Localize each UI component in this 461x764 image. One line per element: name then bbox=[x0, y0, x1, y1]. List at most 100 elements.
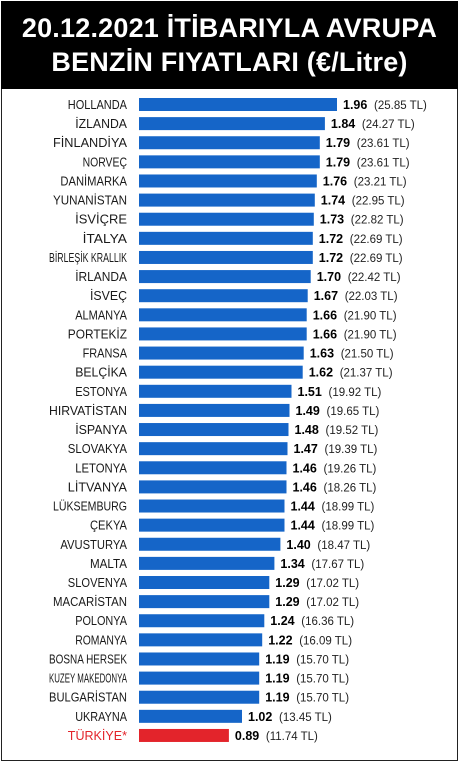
value-label: 1.66 bbox=[313, 327, 337, 341]
bar bbox=[139, 423, 289, 437]
country-label: BOSNA HERSEK bbox=[49, 652, 128, 666]
bar bbox=[139, 576, 270, 589]
tl-label: (13.45 TL) bbox=[279, 712, 332, 724]
tl-label: (21.50 TL) bbox=[341, 349, 394, 361]
tl-label: (24.27 TL) bbox=[362, 119, 415, 131]
country-label: UKRAYNA bbox=[75, 710, 127, 724]
country-label: İRLANDA bbox=[75, 270, 127, 284]
value-label: 0.89 bbox=[235, 729, 259, 743]
bar bbox=[139, 671, 260, 685]
tl-label: (19.92 TL) bbox=[329, 387, 382, 399]
country-label: NORVEÇ bbox=[83, 155, 127, 169]
value-label: 1.49 bbox=[296, 404, 320, 418]
country-label: BELÇİKA bbox=[75, 366, 127, 380]
value-label: 1.19 bbox=[265, 691, 289, 705]
country-label: HIRVATİSTAN bbox=[49, 404, 127, 418]
bar bbox=[139, 250, 313, 264]
country-label: FİNLANDİYA bbox=[53, 136, 128, 150]
bar bbox=[139, 461, 287, 475]
bar bbox=[139, 174, 317, 188]
tl-label: (16.09 TL) bbox=[299, 635, 352, 647]
country-label: PORTEKİZ bbox=[68, 327, 128, 341]
country-label: BULGARİSTAN bbox=[49, 691, 127, 705]
country-label: İSPANYA bbox=[75, 423, 127, 437]
tl-label: (22.82 TL) bbox=[351, 215, 404, 227]
country-label: ROMANYA bbox=[75, 633, 127, 647]
tl-label: (22.69 TL) bbox=[350, 253, 403, 265]
bar bbox=[139, 212, 314, 226]
value-label: 1.66 bbox=[313, 308, 337, 322]
bar bbox=[139, 117, 325, 131]
value-label: 1.72 bbox=[319, 251, 343, 265]
tl-label: (17.02 TL) bbox=[306, 597, 359, 609]
country-label: İZLANDA bbox=[75, 117, 127, 131]
value-label: 1.44 bbox=[291, 519, 315, 533]
tl-label: (23.61 TL) bbox=[357, 138, 410, 150]
bar bbox=[139, 193, 315, 207]
bar bbox=[139, 499, 285, 513]
tl-label: (18.99 TL) bbox=[322, 502, 375, 514]
value-label: 1.67 bbox=[314, 289, 338, 303]
tl-label: (17.02 TL) bbox=[306, 578, 359, 590]
bar bbox=[139, 480, 287, 494]
value-label: 1.44 bbox=[291, 500, 315, 514]
tl-label: (22.42 TL) bbox=[348, 272, 401, 284]
value-label: 1.51 bbox=[298, 385, 322, 399]
country-label: SLOVAKYA bbox=[68, 442, 128, 456]
country-label: MACARİSTAN bbox=[53, 595, 127, 609]
country-label: İSVEÇ bbox=[90, 289, 127, 303]
country-label: İTALYA bbox=[83, 232, 128, 246]
country-label: POLONYA bbox=[75, 614, 127, 628]
tl-label: (16.36 TL) bbox=[301, 616, 354, 628]
bar bbox=[139, 155, 320, 169]
tl-label: (15.70 TL) bbox=[296, 693, 349, 705]
tl-label: (25.85 TL) bbox=[374, 100, 427, 112]
value-label: 1.84 bbox=[331, 117, 355, 131]
bar bbox=[139, 537, 281, 551]
value-label: 1.73 bbox=[320, 213, 344, 227]
value-label: 1.02 bbox=[248, 710, 272, 724]
tl-label: (18.26 TL) bbox=[324, 482, 377, 494]
country-label: MALTA bbox=[90, 557, 128, 571]
bar bbox=[139, 728, 229, 742]
tl-label: (21.90 TL) bbox=[344, 329, 397, 341]
tl-label: (18.47 TL) bbox=[317, 540, 370, 552]
value-label: 1.47 bbox=[294, 442, 318, 456]
bar bbox=[139, 289, 308, 303]
value-label: 1.29 bbox=[275, 576, 299, 590]
tl-label: (22.03 TL) bbox=[345, 291, 398, 303]
chart-title-banner: 20.12.2021 İTİBARIYLA AVRUPA BENZİN FIYA… bbox=[1, 1, 458, 89]
country-label: SLOVENYA bbox=[68, 576, 128, 590]
country-label: LETONYA bbox=[75, 461, 127, 475]
value-label: 1.19 bbox=[265, 652, 289, 666]
value-label: 1.22 bbox=[268, 633, 292, 647]
bar bbox=[139, 652, 260, 666]
country-label: ÇEKYA bbox=[90, 519, 128, 533]
bar bbox=[139, 403, 290, 417]
value-label: 1.48 bbox=[295, 423, 319, 437]
value-label: 1.62 bbox=[309, 366, 333, 380]
bar bbox=[139, 709, 242, 723]
tl-label: (15.70 TL) bbox=[296, 674, 349, 686]
chart-title-line-1: 20.12.2021 İTİBARIYLA AVRUPA bbox=[21, 13, 438, 43]
tl-label: (19.26 TL) bbox=[324, 463, 377, 475]
tl-label: (23.21 TL) bbox=[354, 176, 407, 188]
bar bbox=[139, 365, 303, 379]
value-label: 1.34 bbox=[280, 557, 304, 571]
tl-label: (17.67 TL) bbox=[311, 559, 364, 571]
tl-label: (11.74 TL) bbox=[266, 731, 318, 743]
tl-label: (22.69 TL) bbox=[350, 234, 403, 246]
value-label: 1.19 bbox=[265, 672, 289, 686]
value-label: 1.96 bbox=[343, 98, 367, 112]
value-label: 1.46 bbox=[293, 461, 317, 475]
bar bbox=[139, 327, 307, 341]
tl-label: (22.95 TL) bbox=[352, 196, 405, 208]
bar bbox=[139, 308, 307, 322]
tl-label: (23.61 TL) bbox=[357, 157, 410, 169]
tl-label: (21.90 TL) bbox=[344, 310, 397, 322]
bar bbox=[139, 136, 320, 150]
value-label: 1.29 bbox=[275, 595, 299, 609]
bar bbox=[139, 690, 260, 704]
value-label: 1.63 bbox=[310, 347, 334, 361]
